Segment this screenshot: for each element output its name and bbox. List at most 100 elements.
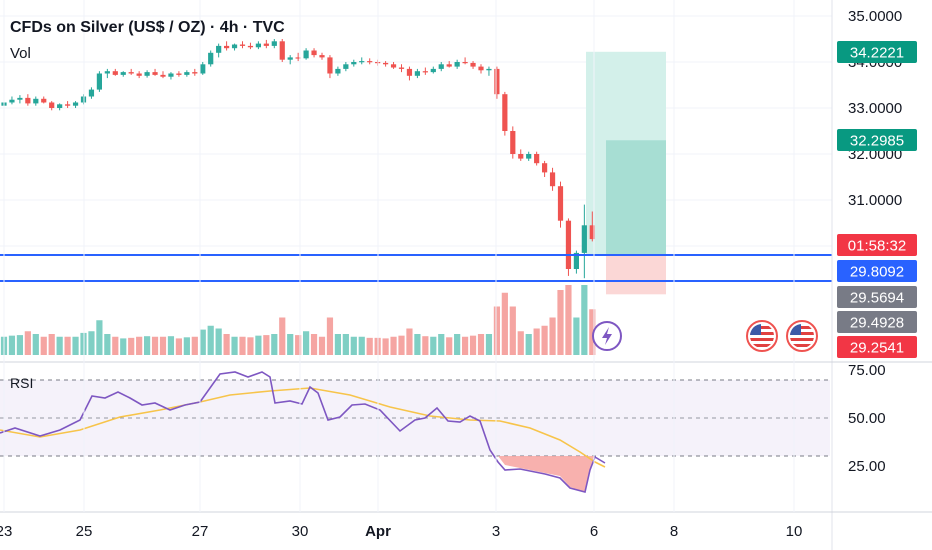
volume-bar bbox=[446, 337, 453, 355]
volume-bar bbox=[350, 336, 357, 355]
candle-body bbox=[319, 55, 325, 58]
volume-bar bbox=[263, 335, 270, 355]
candle-body bbox=[9, 99, 15, 103]
position-stop-zone[interactable] bbox=[606, 254, 666, 295]
candle-body bbox=[581, 225, 587, 253]
volume-bar bbox=[223, 334, 230, 355]
candle-body bbox=[112, 71, 118, 75]
candle-body bbox=[271, 41, 277, 46]
time-tick-label: 10 bbox=[786, 523, 803, 540]
candle-body bbox=[414, 71, 420, 76]
candle-body bbox=[494, 68, 500, 95]
candle-body bbox=[200, 64, 206, 74]
volume-bar bbox=[271, 334, 278, 355]
volume-bar bbox=[509, 306, 516, 355]
volume-bar bbox=[469, 335, 477, 355]
candle-body bbox=[327, 57, 333, 74]
volume-bar bbox=[8, 335, 16, 355]
us-flag-icon[interactable] bbox=[786, 320, 818, 352]
volume-bar bbox=[485, 334, 493, 355]
candle-body bbox=[96, 73, 102, 90]
candlestick-series[interactable] bbox=[1, 39, 595, 279]
lightning-icon[interactable] bbox=[592, 321, 622, 351]
candle-body bbox=[192, 72, 198, 74]
candle-body bbox=[359, 61, 365, 63]
candle-body bbox=[208, 52, 214, 65]
volume-bar bbox=[382, 338, 389, 355]
candle-body bbox=[120, 72, 126, 75]
volume-bar bbox=[48, 334, 55, 355]
rsi-pane[interactable]: 75.00 50.00 25.00 bbox=[0, 361, 932, 493]
candle-body bbox=[406, 68, 413, 76]
candle-body bbox=[549, 172, 556, 187]
candle-body bbox=[263, 43, 269, 46]
candle-body bbox=[335, 68, 341, 74]
volume-bar bbox=[303, 331, 310, 355]
rsi-tick-label: 25.00 bbox=[848, 458, 886, 475]
candle-body bbox=[104, 71, 110, 74]
volume-bar bbox=[120, 338, 127, 355]
us-flag-icon[interactable] bbox=[746, 320, 778, 352]
volume-bar bbox=[287, 334, 294, 355]
volume-bar bbox=[255, 335, 262, 355]
price-tag: 32.2985 bbox=[837, 129, 917, 151]
candle-body bbox=[343, 64, 349, 69]
volume-bar bbox=[112, 336, 119, 355]
candle-body bbox=[295, 57, 301, 59]
candle-body bbox=[33, 98, 39, 104]
candle-body bbox=[422, 71, 428, 73]
rsi-oversold-fill bbox=[498, 456, 594, 492]
candle-body bbox=[88, 89, 95, 97]
volume-bar bbox=[88, 331, 95, 355]
candle-body bbox=[303, 50, 309, 59]
candle-body bbox=[231, 44, 238, 49]
volume-bar bbox=[573, 317, 580, 355]
volume-bar bbox=[24, 331, 31, 355]
candle-body bbox=[542, 163, 548, 173]
price-tick-label: 33.0000 bbox=[848, 100, 902, 117]
candle-body bbox=[41, 98, 47, 103]
price-tag: 29.4928 bbox=[837, 311, 917, 333]
volume-bar bbox=[414, 334, 421, 355]
candle-body bbox=[438, 64, 444, 69]
candle-body bbox=[311, 50, 317, 56]
candle-body bbox=[430, 68, 436, 73]
candle-body bbox=[398, 67, 405, 69]
chart-title: CFDs on Silver (US$ / OZ) · 4h · TVC bbox=[10, 19, 285, 36]
volume-bar bbox=[565, 285, 572, 355]
volume-bar bbox=[581, 285, 588, 355]
price-tag: 29.8092 bbox=[837, 260, 917, 282]
price-tick-label: 35.0000 bbox=[848, 8, 902, 25]
candle-body bbox=[462, 62, 468, 64]
volume-bar bbox=[151, 336, 159, 355]
volume-bar bbox=[231, 336, 238, 355]
position-target2-zone[interactable] bbox=[606, 140, 666, 255]
volume-bar bbox=[398, 335, 405, 355]
price-tag: 29.5694 bbox=[837, 286, 917, 308]
candle-body bbox=[216, 45, 222, 53]
volume-bar bbox=[493, 306, 500, 355]
time-tick-label: 25 bbox=[76, 523, 93, 540]
candle-body bbox=[589, 225, 595, 240]
candle-body bbox=[486, 68, 492, 71]
rsi-label: RSI bbox=[10, 375, 33, 391]
volume-bar bbox=[390, 336, 397, 355]
candle-body bbox=[518, 154, 524, 159]
volume-bar bbox=[295, 335, 302, 355]
volume-bar bbox=[56, 336, 63, 355]
svg-text:29.5694: 29.5694 bbox=[850, 290, 904, 307]
time-tick-label: 30 bbox=[292, 523, 309, 540]
volume-bar bbox=[32, 334, 39, 355]
volume-bar bbox=[334, 334, 341, 355]
position-tool[interactable] bbox=[586, 51, 666, 295]
candle-body bbox=[557, 186, 564, 221]
horizontal-levels[interactable] bbox=[0, 254, 832, 282]
volume-bar bbox=[207, 325, 214, 355]
svg-text:32.2985: 32.2985 bbox=[850, 133, 904, 150]
price-tag: 34.2221 bbox=[837, 41, 917, 63]
candle-body bbox=[446, 64, 452, 67]
volume-bar bbox=[239, 336, 246, 355]
candle-body bbox=[565, 220, 572, 269]
